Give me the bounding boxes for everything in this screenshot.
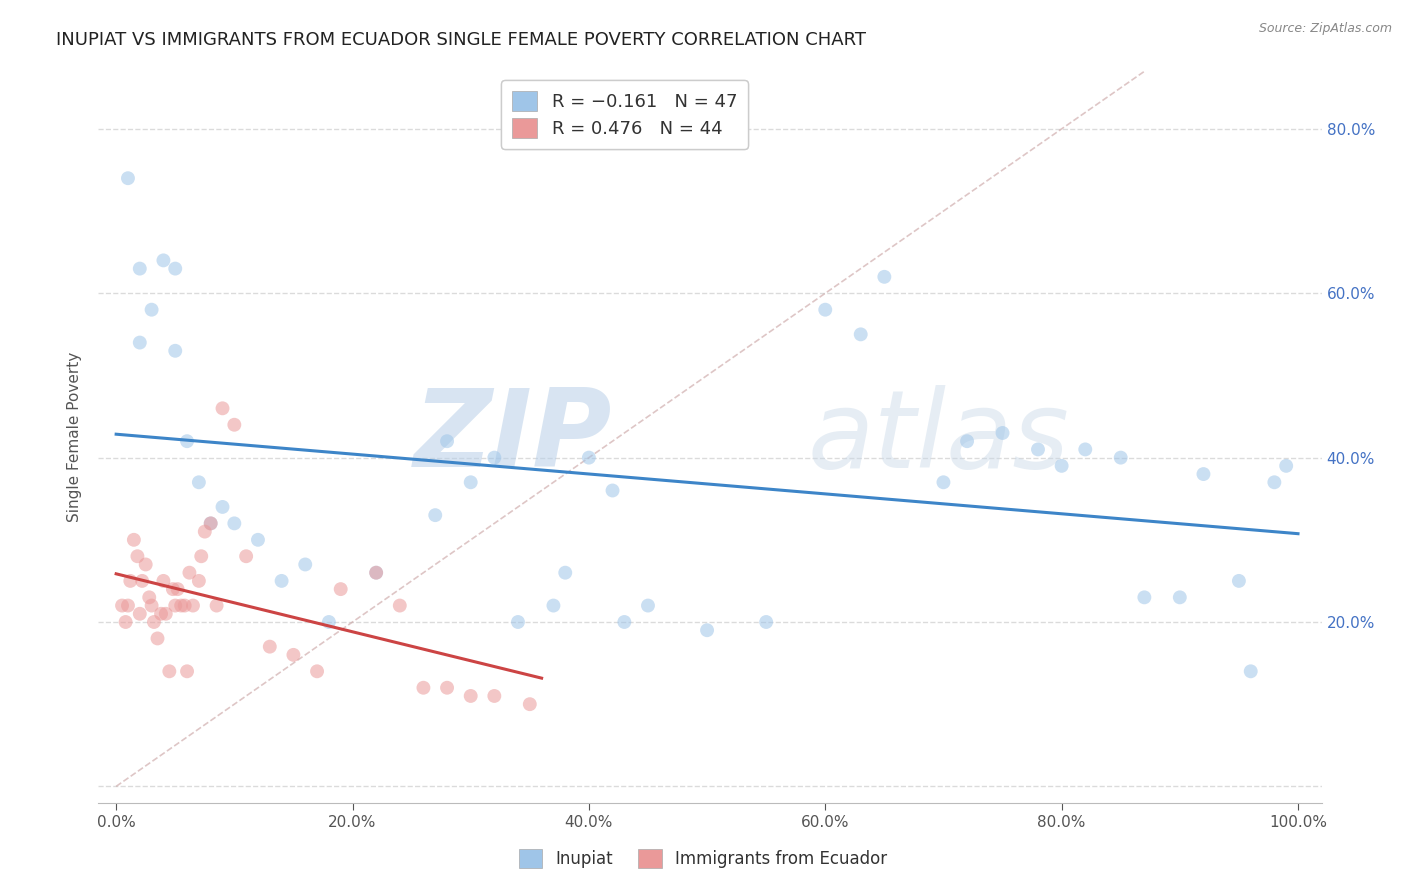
Point	[165, 261, 187, 276]
Point	[211, 500, 233, 514]
Point	[162, 582, 184, 596]
Point	[506, 615, 529, 629]
Point	[246, 533, 269, 547]
Point	[637, 599, 659, 613]
Point	[873, 269, 896, 284]
Point	[111, 599, 134, 613]
Point	[932, 475, 955, 490]
Point	[318, 615, 340, 629]
Point	[146, 632, 169, 646]
Point	[165, 343, 187, 358]
Point	[152, 253, 174, 268]
Point	[1133, 591, 1156, 605]
Point	[1227, 574, 1250, 588]
Point	[578, 450, 600, 465]
Point	[190, 549, 212, 564]
Point	[1263, 475, 1285, 490]
Point	[412, 681, 434, 695]
Point	[135, 558, 157, 572]
Text: INUPIAT VS IMMIGRANTS FROM ECUADOR SINGLE FEMALE POVERTY CORRELATION CHART: INUPIAT VS IMMIGRANTS FROM ECUADOR SINGL…	[56, 31, 866, 49]
Point	[814, 302, 837, 317]
Point	[1109, 450, 1132, 465]
Point	[388, 599, 411, 613]
Point	[150, 607, 173, 621]
Point	[519, 697, 541, 711]
Point	[602, 483, 624, 498]
Point	[176, 434, 198, 449]
Point	[696, 624, 718, 638]
Text: ZIP: ZIP	[413, 384, 612, 490]
Point	[484, 450, 506, 465]
Point	[366, 566, 388, 580]
Point	[114, 615, 136, 629]
Point	[141, 599, 163, 613]
Point	[179, 566, 201, 580]
Point	[543, 599, 565, 613]
Point	[1050, 458, 1073, 473]
Point	[425, 508, 447, 523]
Point	[131, 574, 153, 588]
Point	[1074, 442, 1097, 457]
Point	[176, 665, 198, 679]
Point	[155, 607, 177, 621]
Point	[270, 574, 292, 588]
Point	[181, 599, 204, 613]
Point	[1240, 665, 1263, 679]
Point	[849, 327, 872, 342]
Point	[187, 475, 209, 490]
Point	[173, 599, 195, 613]
Legend: Inupiat, Immigrants from Ecuador: Inupiat, Immigrants from Ecuador	[512, 843, 894, 875]
Point	[138, 591, 160, 605]
Point	[235, 549, 257, 564]
Point	[128, 607, 150, 621]
Point	[143, 615, 166, 629]
Point	[307, 665, 329, 679]
Point	[224, 516, 246, 531]
Point	[200, 516, 222, 531]
Point	[554, 566, 576, 580]
Point	[205, 599, 228, 613]
Point	[436, 434, 458, 449]
Point	[436, 681, 458, 695]
Point	[755, 615, 778, 629]
Point	[484, 689, 506, 703]
Point	[259, 640, 281, 654]
Point	[120, 574, 142, 588]
Point	[294, 558, 316, 572]
Point	[224, 417, 246, 432]
Point	[956, 434, 979, 449]
Point	[166, 582, 188, 596]
Point	[1275, 458, 1298, 473]
Point	[991, 425, 1014, 440]
Point	[329, 582, 352, 596]
Point	[187, 574, 209, 588]
Point	[194, 524, 217, 539]
Point	[200, 516, 222, 531]
Point	[152, 574, 174, 588]
Point	[1168, 591, 1191, 605]
Text: atlas: atlas	[808, 384, 1070, 490]
Point	[1192, 467, 1215, 481]
Y-axis label: Single Female Poverty: Single Female Poverty	[67, 352, 83, 522]
Point	[283, 648, 305, 662]
Point	[128, 335, 150, 350]
Point	[122, 533, 145, 547]
Point	[460, 475, 482, 490]
Point	[127, 549, 149, 564]
Point	[128, 261, 150, 276]
Point	[170, 599, 193, 613]
Point	[165, 599, 187, 613]
Point	[366, 566, 388, 580]
Point	[141, 302, 163, 317]
Legend: R = −0.161   N = 47, R = 0.476   N = 44: R = −0.161 N = 47, R = 0.476 N = 44	[501, 80, 748, 149]
Point	[613, 615, 636, 629]
Point	[157, 665, 180, 679]
Point	[117, 599, 139, 613]
Point	[460, 689, 482, 703]
Text: Source: ZipAtlas.com: Source: ZipAtlas.com	[1258, 22, 1392, 36]
Point	[117, 171, 139, 186]
Point	[1026, 442, 1049, 457]
Point	[211, 401, 233, 416]
